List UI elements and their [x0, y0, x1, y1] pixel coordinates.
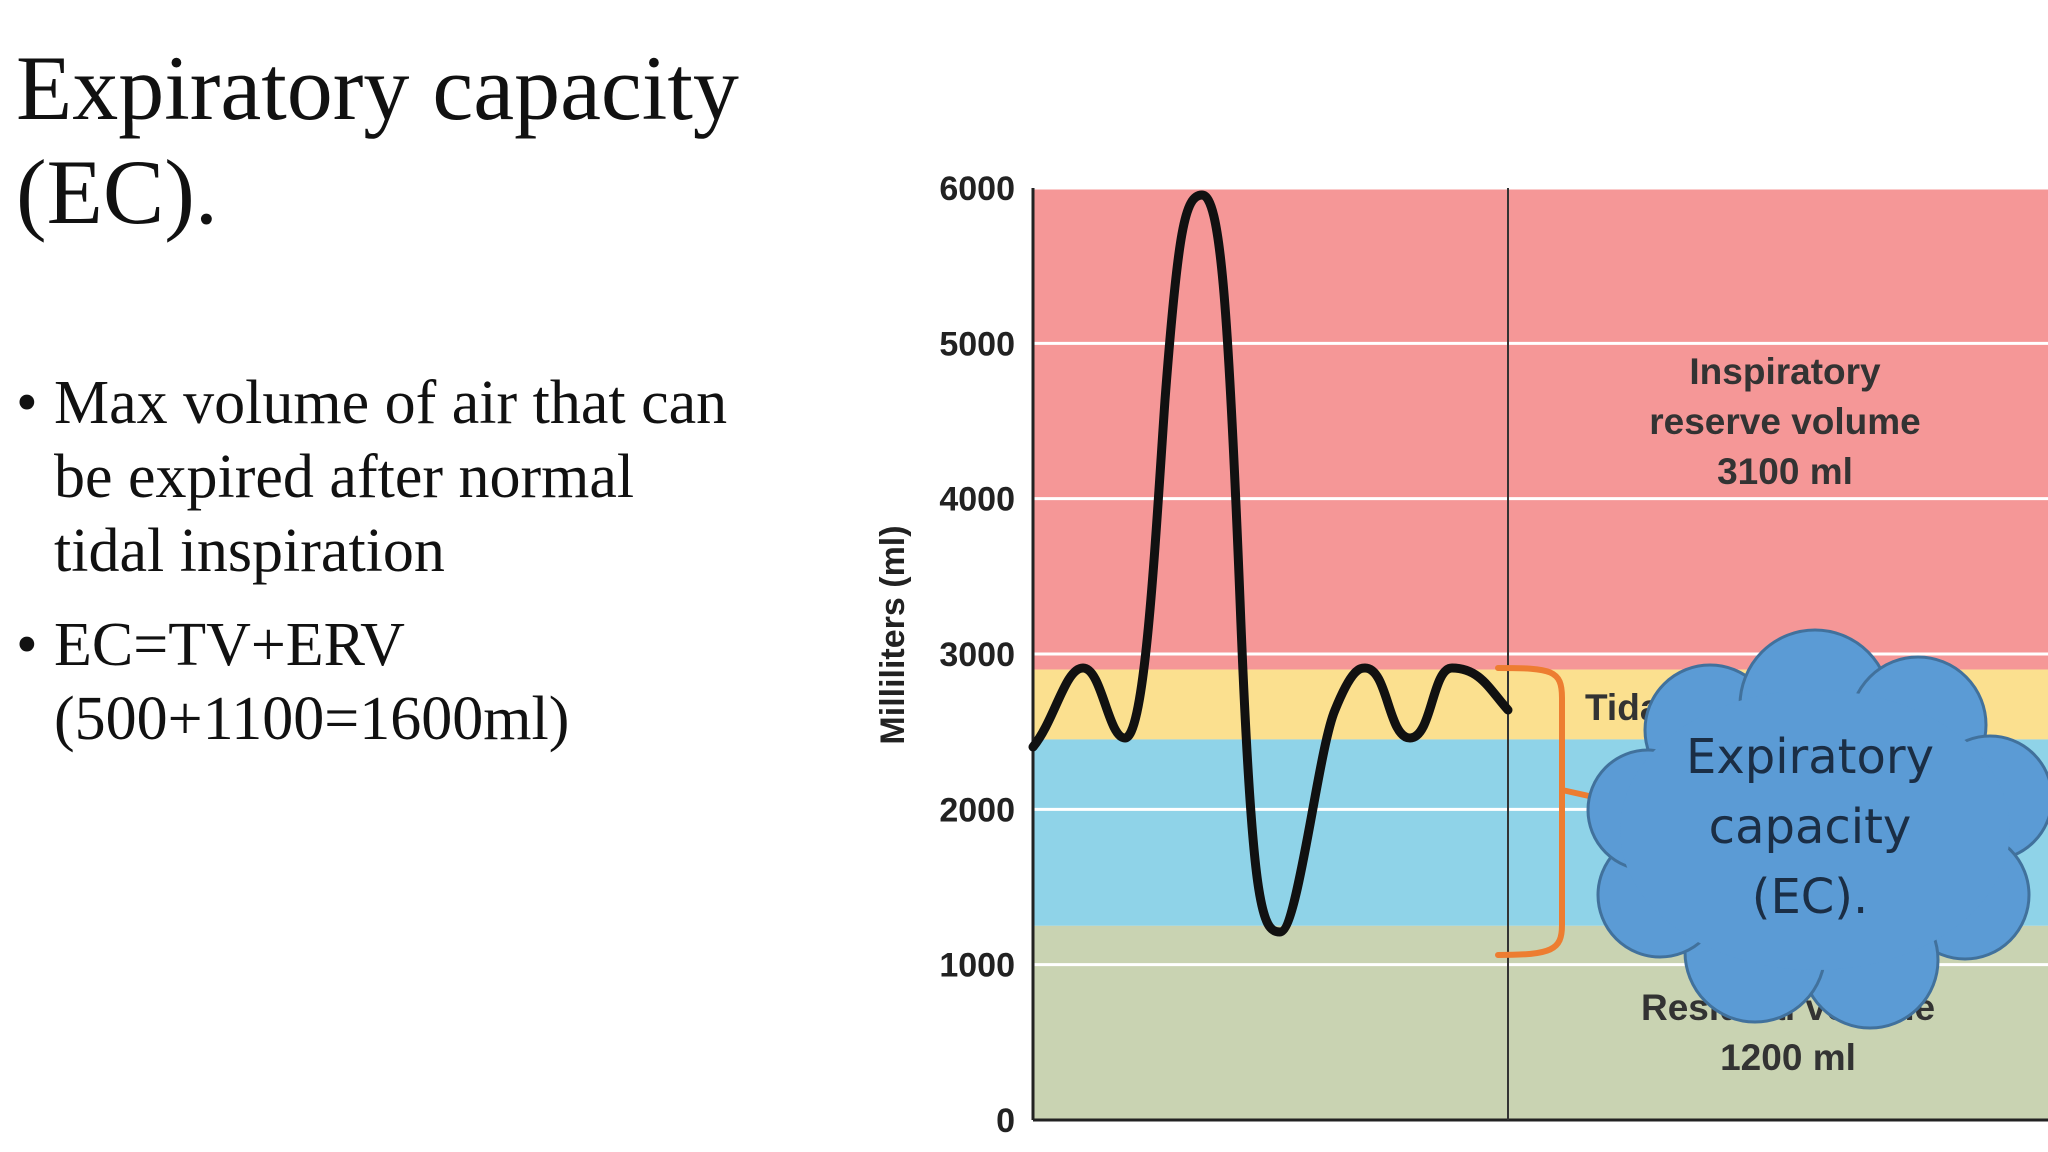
- bullet-dot: •: [16, 611, 38, 679]
- irv-label-line-1: Inspiratory: [1689, 351, 1881, 392]
- bullet-line: be expired after normal: [54, 443, 635, 511]
- bullet-line: EC=TV+ERV: [54, 611, 405, 679]
- title-line-1: Expiratory capacity: [16, 37, 739, 139]
- y-tick-label: 6000: [939, 170, 1015, 208]
- bullet-list: • Max volume of air that can be expired …: [16, 366, 816, 776]
- ec-callout-line-1: Expiratory: [1686, 729, 1934, 785]
- slide-title: Expiratory capacity (EC).: [16, 36, 836, 244]
- bullet-line: (500+1100=1600ml): [54, 685, 570, 753]
- bullet-line: tidal inspiration: [54, 517, 445, 585]
- irv-label-line-3: 3100 ml: [1717, 451, 1853, 492]
- lung-volume-svg: 6000 5000 4000 3000 2000 1000 0 Milliliters (m…: [874, 170, 2048, 1140]
- y-tick-label: 3000: [939, 636, 1015, 674]
- ec-callout-line-3: (EC).: [1752, 869, 1869, 925]
- y-tick-label: 5000: [939, 325, 1015, 363]
- rv-label-line-2: 1200 ml: [1720, 1037, 1856, 1078]
- bullet-dot: •: [16, 369, 38, 437]
- lung-volume-diagram: 6000 5000 4000 3000 2000 1000 0 Milliliters (m…: [840, 150, 2048, 1152]
- y-axis-label: Milliliters (ml): [874, 525, 912, 744]
- y-tick-label: 4000: [939, 481, 1015, 519]
- ec-callout-line-2: capacity: [1709, 799, 1912, 855]
- region-irv: [1033, 188, 2048, 670]
- bullet-item: • Max volume of air that can be expired …: [16, 366, 816, 588]
- ec-cloud-callout: Expiratory capacity (EC).: [1586, 628, 2048, 1030]
- y-tick-label: 1000: [939, 947, 1015, 985]
- breathing-trace: [1028, 190, 1513, 937]
- irv-label-line-2: reserve volume: [1649, 401, 1921, 442]
- bullet-line: Max volume of air that can: [54, 369, 728, 437]
- y-tick-label: 2000: [939, 791, 1015, 829]
- y-tick-label: 0: [996, 1102, 1015, 1140]
- title-line-2: (EC).: [16, 141, 218, 243]
- bullet-item: • EC=TV+ERV (500+1100=1600ml): [16, 608, 816, 756]
